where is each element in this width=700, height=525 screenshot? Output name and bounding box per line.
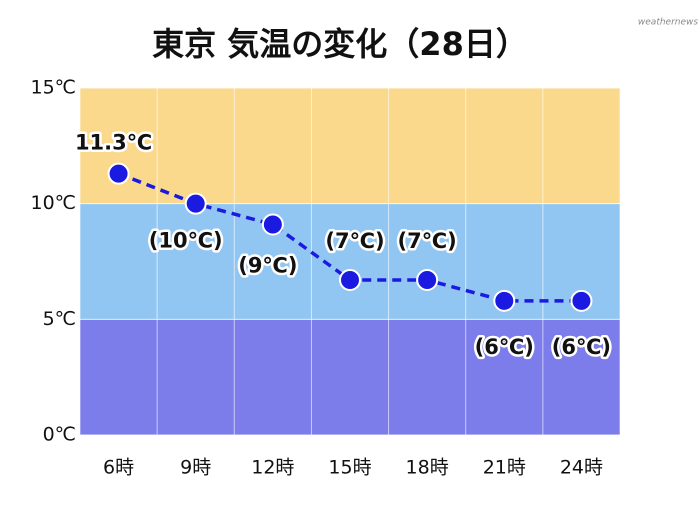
point xyxy=(261,213,284,236)
x-tick-label: 24時 xyxy=(560,457,603,479)
value-label: (9℃) xyxy=(238,253,297,277)
value-label: (6℃) xyxy=(475,335,534,359)
x-tick-label: 12時 xyxy=(251,457,294,479)
y-tick-label: 0℃ xyxy=(43,424,76,446)
point xyxy=(184,192,207,215)
value-label: 11.3℃ xyxy=(75,131,152,155)
x-tick-label: 21時 xyxy=(483,457,526,479)
x-tick-label: 15時 xyxy=(328,457,371,479)
y-tick-label: 5℃ xyxy=(43,308,76,330)
chart-title: 東京 気温の変化（28日） xyxy=(152,25,528,63)
point xyxy=(107,162,130,185)
background-band xyxy=(80,319,620,435)
point xyxy=(570,289,593,312)
value-label: (7℃) xyxy=(398,229,457,253)
y-tick-label: 10℃ xyxy=(30,192,76,214)
point xyxy=(493,289,516,312)
y-tick-label: 15℃ xyxy=(30,77,76,99)
value-label: (10℃) xyxy=(149,229,223,253)
point xyxy=(416,269,439,292)
x-tick-label: 9時 xyxy=(180,457,211,479)
point xyxy=(339,269,361,292)
x-tick-label: 6時 xyxy=(103,457,134,479)
value-label: (6℃) xyxy=(552,335,611,359)
background-band xyxy=(80,203,620,320)
value-label: (7℃) xyxy=(325,229,384,253)
background-band xyxy=(80,88,620,204)
watermark: weathernews xyxy=(638,18,698,28)
x-tick-label: 18時 xyxy=(406,457,449,479)
